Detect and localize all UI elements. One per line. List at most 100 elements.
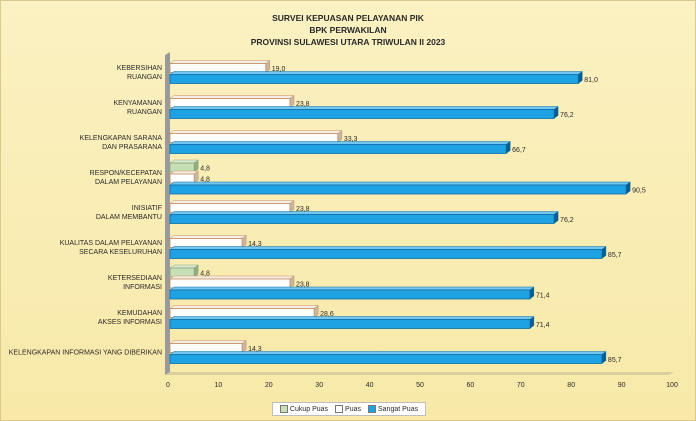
bar-cukup-puas bbox=[169, 267, 195, 278]
category-label: KEBERSIHAN RUANGAN bbox=[117, 65, 162, 81]
category-label-line: KUALITAS DALAM PELAYANAN bbox=[60, 240, 162, 247]
data-label: 71,4 bbox=[536, 293, 550, 300]
data-label: 4,8 bbox=[200, 166, 210, 173]
legend-item-cukup-puas: Cukup Puas bbox=[279, 405, 329, 413]
bar-top-face bbox=[169, 200, 295, 204]
data-label: 71,4 bbox=[536, 322, 550, 329]
bar-puas bbox=[169, 173, 195, 184]
x-tick-label: 100 bbox=[666, 382, 678, 389]
category-label-line: DALAM MEMBANTU bbox=[96, 214, 162, 221]
bar-top-face bbox=[169, 351, 607, 355]
bar-sangat-puas bbox=[169, 249, 603, 259]
axis-wall bbox=[165, 52, 170, 375]
bar-top-face bbox=[169, 275, 295, 280]
category-label: KENYAMANAN RUANGAN bbox=[114, 100, 163, 116]
category-label-line: KELENGKAPAN INFORMASI YANG DIBERIKAN bbox=[9, 350, 162, 357]
category-label-line: KEBERSIHAN bbox=[117, 65, 162, 72]
category-label-line: DAN PRASARANA bbox=[102, 144, 162, 151]
axis-floor bbox=[165, 372, 674, 375]
data-label: 85,7 bbox=[608, 357, 622, 364]
bar-puas bbox=[169, 238, 243, 248]
category-label-line: SECARA KESELURUHAN bbox=[79, 249, 162, 256]
data-label: 66,7 bbox=[512, 147, 526, 154]
title-line-1: SURVEI KEPUASAN PELAYANAN PIK bbox=[272, 13, 424, 23]
bar-sangat-puas bbox=[169, 184, 627, 195]
bar-top-face bbox=[169, 170, 199, 175]
bar-sangat-puas bbox=[169, 354, 603, 364]
category-label: RESPON/KECEPATAN DALAM PELAYANAN bbox=[90, 170, 162, 186]
bar-top-face bbox=[169, 211, 559, 215]
category-label-line: KETERSEDIAAN bbox=[108, 275, 162, 282]
bar-cukup-puas bbox=[169, 162, 195, 173]
bars-group bbox=[169, 60, 631, 364]
x-tick-label: 60 bbox=[467, 382, 475, 389]
bar-top-face bbox=[169, 264, 199, 269]
data-label: 33,3 bbox=[344, 136, 358, 143]
bar-top-face bbox=[169, 235, 247, 239]
category-label-line: KENYAMANAN bbox=[114, 100, 163, 107]
bar-top-face bbox=[169, 60, 271, 64]
bar-top-face bbox=[169, 305, 319, 309]
category-label-line: RUANGAN bbox=[127, 109, 162, 116]
category-label-line: RUANGAN bbox=[127, 74, 162, 81]
bar-sangat-puas bbox=[169, 144, 507, 154]
bar-sangat-puas bbox=[169, 74, 579, 84]
bar-sangat-puas bbox=[169, 319, 531, 329]
legend-swatch-cukup-puas bbox=[279, 405, 288, 413]
data-label: 90,5 bbox=[632, 188, 646, 195]
data-label: 28,6 bbox=[320, 311, 334, 318]
data-label: 4,8 bbox=[200, 271, 210, 278]
chart-title: SURVEI KEPUASAN PELAYANAN PIK BPK PERWAK… bbox=[0, 12, 696, 48]
title-line-2: BPK PERWAKILAN bbox=[309, 25, 387, 35]
legend-label-puas: Puas bbox=[345, 405, 361, 413]
legend-label-cukup-puas: Cukup Puas bbox=[289, 405, 329, 413]
category-label: KELENGKAPAN INFORMASI YANG DIBERIKAN bbox=[9, 350, 162, 357]
labels-group: KEBERSIHAN RUANGAN 19,0 81,0 KENYAMANAN RUANG… bbox=[9, 65, 646, 364]
category-label: INISIATIF DALAM MEMBANTU bbox=[96, 205, 162, 221]
x-tick-label: 40 bbox=[366, 382, 374, 389]
bar-puas bbox=[169, 203, 291, 213]
data-label: 23,8 bbox=[296, 206, 310, 213]
category-label-line: RESPON/KECEPATAN bbox=[90, 170, 162, 177]
bar-top-face bbox=[169, 141, 511, 145]
bar-puas bbox=[169, 278, 291, 289]
bar-sangat-puas bbox=[169, 289, 531, 300]
data-label: 19,0 bbox=[272, 66, 286, 73]
bar-sangat-puas bbox=[169, 214, 555, 224]
data-label: 23,8 bbox=[296, 282, 310, 289]
category-label: KELENGKAPAN SARANA DAN PRASARANA bbox=[80, 135, 163, 151]
bar-top-face bbox=[169, 106, 559, 110]
legend-swatch-sangat-puas bbox=[368, 405, 376, 413]
category-label: KUALITAS DALAM PELAYANAN SECARA KESELURUH… bbox=[60, 240, 162, 256]
category-label: KETERSEDIAAN INFORMASI bbox=[108, 275, 162, 291]
bar-top-face bbox=[169, 316, 535, 320]
x-tick-label: 50 bbox=[416, 382, 424, 389]
legend: Cukup Puas Puas Sangat Puas bbox=[272, 402, 426, 416]
data-label: 76,2 bbox=[560, 112, 574, 119]
bar-top-face bbox=[169, 95, 295, 99]
bar-puas bbox=[169, 343, 243, 353]
legend-item-sangat-puas: Sangat Puas bbox=[368, 405, 418, 413]
x-tick-label: 20 bbox=[265, 382, 273, 389]
bar-puas bbox=[169, 63, 267, 73]
legend-item-puas: Puas bbox=[335, 405, 361, 413]
category-label-line: KELENGKAPAN SARANA bbox=[80, 135, 163, 142]
bar-top-face bbox=[169, 340, 247, 344]
bar-top-face bbox=[169, 286, 535, 291]
bar-top-face bbox=[169, 159, 199, 164]
bar-top-face bbox=[169, 246, 607, 250]
category-label: KEMUDAHAN AKSES INFORMASI bbox=[98, 310, 162, 326]
data-label: 4,8 bbox=[200, 177, 210, 184]
x-tick-label: 0 bbox=[166, 382, 170, 389]
category-label-line: DALAM PELAYANAN bbox=[95, 179, 162, 186]
bar-puas bbox=[169, 98, 291, 108]
bar-top-face bbox=[169, 181, 631, 186]
x-tick-label: 30 bbox=[315, 382, 323, 389]
data-label: 23,8 bbox=[296, 101, 310, 108]
x-tick-label: 10 bbox=[215, 382, 223, 389]
title-line-3: PROVINSI SULAWESI UTARA TRIWULAN II 2023 bbox=[250, 37, 446, 47]
x-tick-label: 90 bbox=[618, 382, 626, 389]
legend-label-sangat-puas: Sangat Puas bbox=[378, 405, 419, 413]
